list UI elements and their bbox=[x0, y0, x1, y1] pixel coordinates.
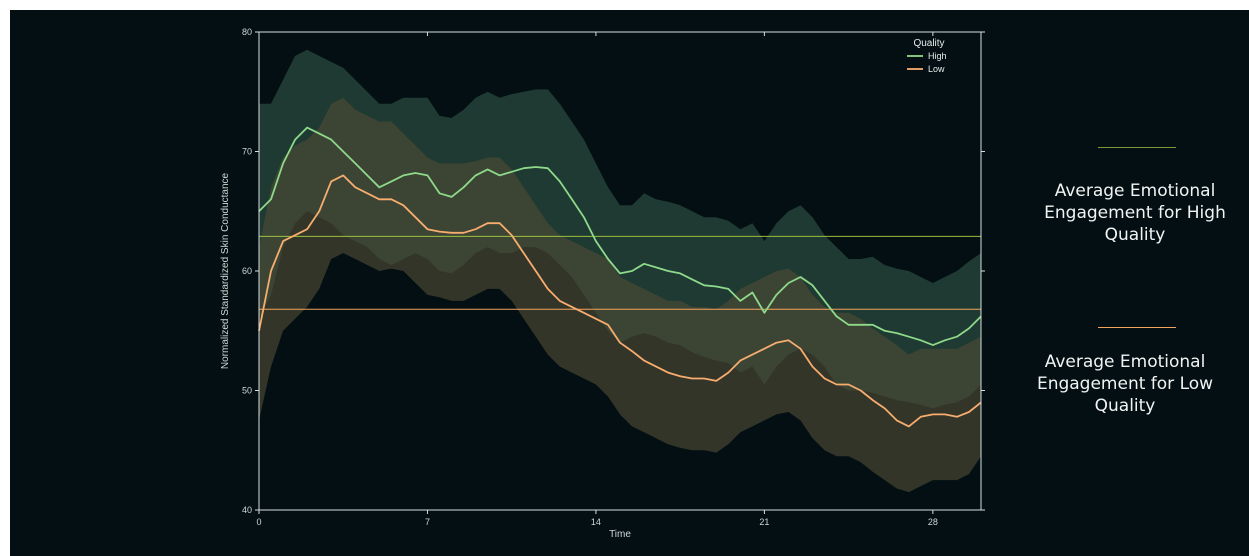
series-line-low bbox=[258, 174, 982, 428]
y-tick-label: 60 bbox=[242, 266, 252, 276]
x-tick-label: 28 bbox=[928, 517, 938, 527]
series-line-high bbox=[258, 126, 982, 347]
annotation-low-text: Average Emotional Engagement for Low Qua… bbox=[1036, 352, 1214, 416]
x-tick-label: 7 bbox=[425, 517, 430, 527]
legend-title: Quality bbox=[913, 38, 944, 49]
line-chart: 0 7 14 21 28 40 50 60 70 80 Time Normalized Standar… bbox=[220, 27, 985, 540]
y-axis-title: Normalized Standardized Skin Conductance bbox=[220, 172, 231, 369]
y-tick-label: 70 bbox=[242, 147, 252, 157]
confidence-band-low bbox=[259, 97, 981, 493]
x-tick-label: 14 bbox=[591, 517, 601, 527]
legend-label-high: High bbox=[928, 51, 947, 61]
y-tick-label: 40 bbox=[242, 505, 252, 515]
annotation-low-swatch bbox=[1098, 327, 1176, 328]
legend-label-low: Low bbox=[928, 64, 945, 74]
x-tick-label: 21 bbox=[759, 517, 769, 527]
y-tick-label: 50 bbox=[242, 386, 252, 396]
annotation-high-text: Average Emotional Engagement for High Qu… bbox=[1044, 181, 1226, 245]
x-axis-title: Time bbox=[609, 529, 631, 540]
chart-frame: 0 7 14 21 28 40 50 60 70 80 Time Normalized Standar… bbox=[10, 10, 1249, 556]
x-tick-label: 0 bbox=[256, 517, 261, 527]
annotation-high-swatch bbox=[1098, 147, 1176, 148]
y-tick-label: 80 bbox=[242, 27, 252, 37]
